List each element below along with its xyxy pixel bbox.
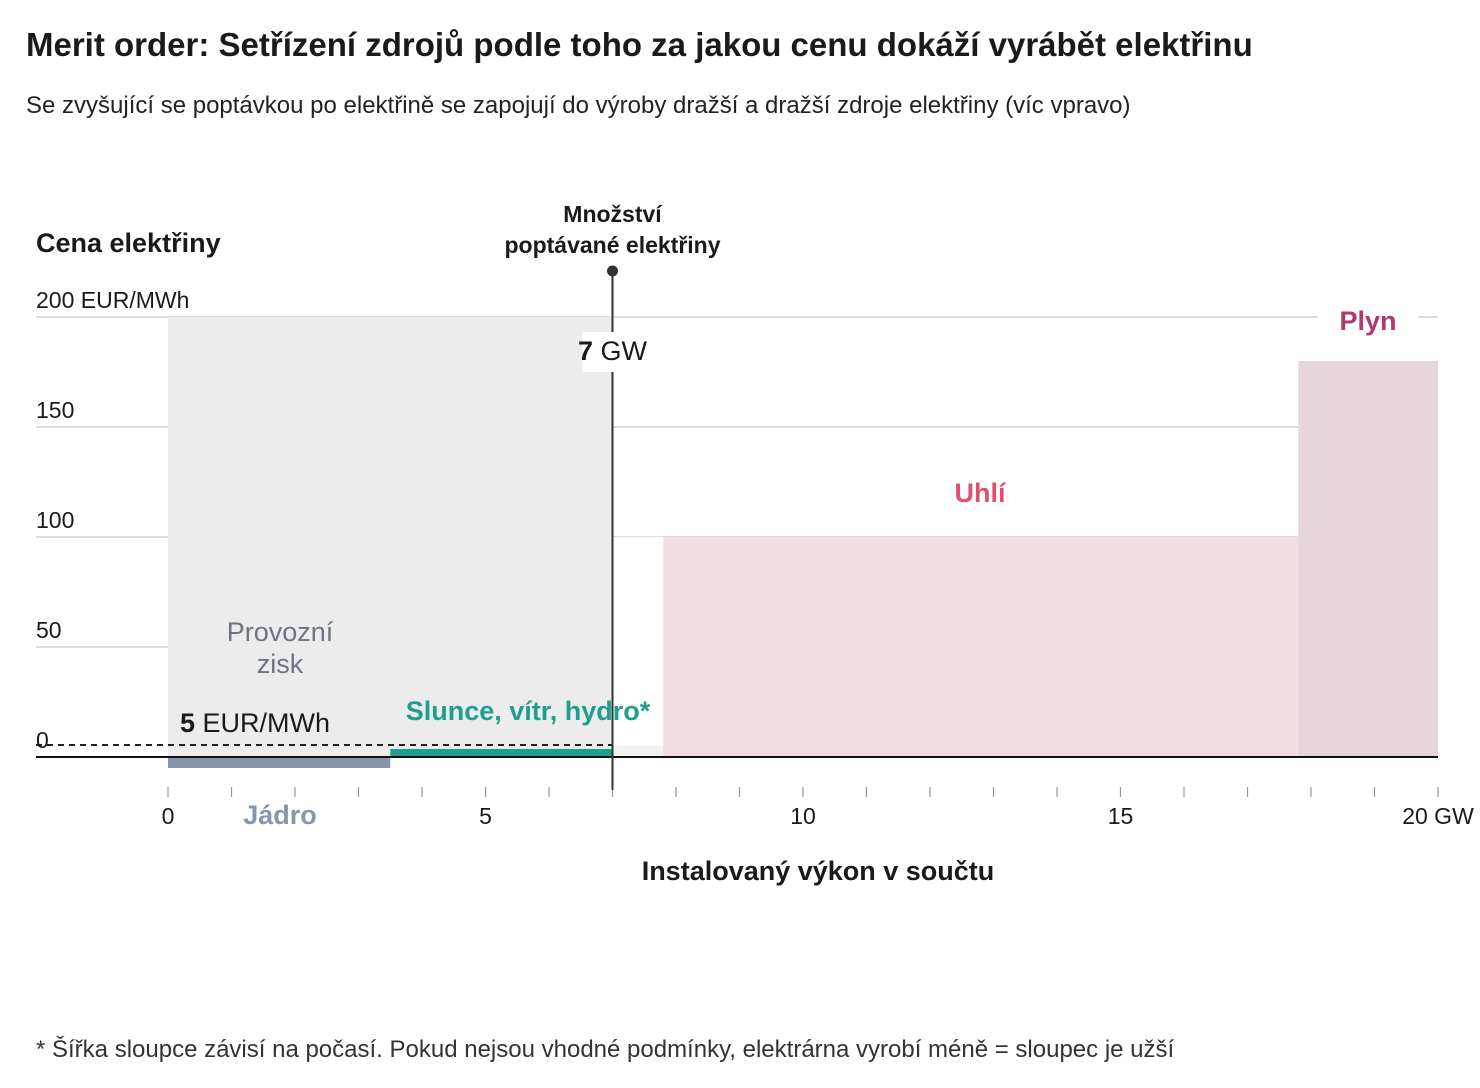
y-axis-title: Cena elektřiny: [36, 228, 221, 258]
label-layer: 0 50 100 150 200 EUR/MWh Cena elektřiny 0 5 10 15…: [36, 201, 1474, 886]
bar-layer: [168, 361, 1438, 768]
footnote: * Šířka sloupce závisí na počasí. Pokud …: [36, 1036, 1175, 1063]
profit-label-line2: zisk: [257, 649, 304, 679]
gap-area: [612, 537, 664, 757]
x-tick-label: 5: [479, 803, 492, 829]
demand-label-line2: poptávané elektřiny: [504, 232, 720, 258]
y-tick-label: 0: [36, 727, 49, 753]
source-label-3: Plyn: [1339, 306, 1396, 336]
source-bar-2: [663, 537, 1299, 757]
source-label-1: Slunce, vítr, hydro*: [406, 696, 651, 726]
gap-strip: [612, 746, 664, 757]
profit-label-line1: Provozní: [227, 617, 334, 647]
x-axis-title: Instalovaný výkon v součtu: [642, 856, 995, 886]
profit-area: [168, 317, 613, 757]
source-bar-0: [168, 757, 391, 768]
x-tick-label: 0: [162, 803, 175, 829]
source-label-0: Jádro: [243, 800, 317, 830]
demand-value-bg: [582, 332, 655, 372]
x-tick-label: 15: [1108, 803, 1134, 829]
demand-dot: [607, 265, 618, 277]
source-bar-1: [390, 749, 613, 757]
y-tick-label: 200 EUR/MWh: [36, 287, 189, 313]
y-tick-label: 50: [36, 617, 62, 643]
chart-title: Merit order: Setřízení zdrojů podle toho…: [26, 26, 1253, 63]
x-tick-label: 10: [790, 803, 816, 829]
y-tick-label: 150: [36, 397, 74, 423]
source-label-2: Uhlí: [955, 478, 1007, 508]
y-tick-label: 100: [36, 507, 74, 533]
marginal-cost-label: 5 EUR/MWh: [180, 708, 330, 738]
source-bar-3: [1298, 361, 1438, 757]
demand-value-label: 7 GW: [578, 336, 648, 366]
x-tick-label: 20 GW: [1402, 803, 1474, 829]
chart-subtitle: Se zvyšující se poptávkou po elektřině s…: [26, 92, 1131, 119]
source-label-bg: [1318, 300, 1418, 340]
area-layer: [168, 317, 664, 757]
demand-label-line1: Množství: [563, 201, 663, 227]
